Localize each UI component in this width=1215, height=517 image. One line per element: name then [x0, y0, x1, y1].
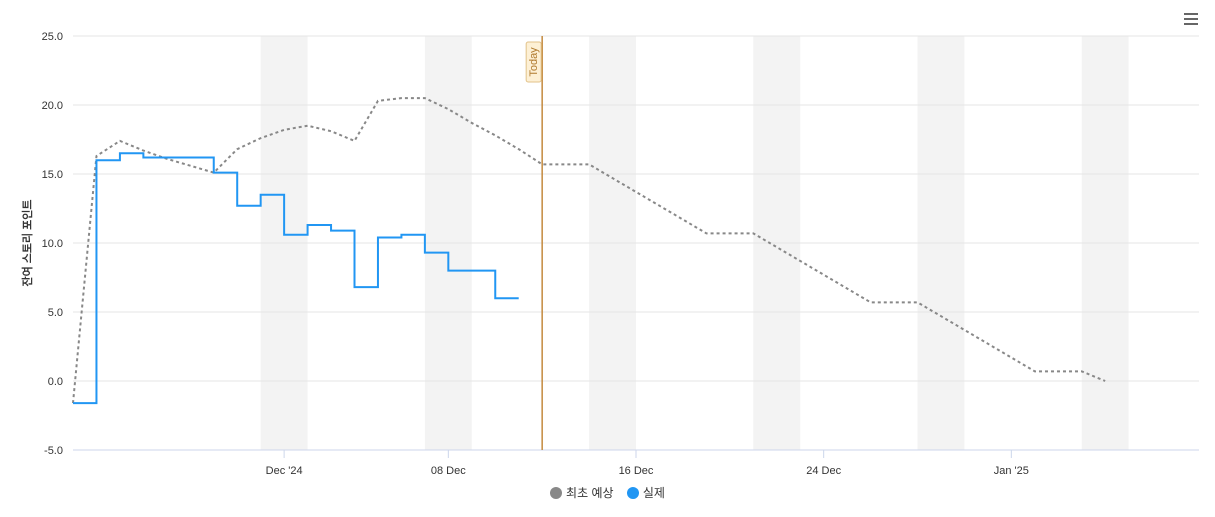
x-tick-label: 16 Dec: [619, 465, 654, 477]
legend-item-forecast[interactable]: 최초 예상: [550, 484, 614, 501]
today-marker: Today: [525, 36, 543, 450]
y-axis-title: 잔여 스토리 포인트: [20, 199, 34, 286]
y-tick-label: 10.0: [42, 238, 63, 250]
series-forecast-line: [72, 97, 1106, 404]
y-tick-label: 15.0: [42, 169, 63, 181]
legend-actual-marker: [626, 486, 639, 499]
x-tick-label: Dec '24: [266, 465, 303, 477]
series-layer: [72, 97, 1106, 405]
y-tick-label: 0.0: [48, 376, 63, 388]
x-tick-label: Jan '25: [994, 465, 1029, 477]
legend-forecast-marker: [550, 486, 563, 499]
x-tick-label: 24 Dec: [806, 465, 841, 477]
x-tick-label: 08 Dec: [431, 465, 466, 477]
y-tick-label: 25.0: [42, 31, 63, 43]
today-label-box: [525, 41, 542, 83]
legend-forecast-label: 최초 예상: [566, 486, 614, 500]
today-label: Today: [528, 47, 540, 77]
legend: 최초 예상 실제: [0, 484, 1215, 502]
series-actual-line: [73, 152, 519, 405]
y-axis: 25.0 20.0 15.0 10.0 5.0 0.0 -5.0: [42, 31, 63, 457]
y-tick-label: 5.0: [48, 307, 63, 319]
x-axis: Dec '24 08 Dec 16 Dec 24 Dec Jan '25: [73, 449, 1199, 477]
y-tick-label: 20.0: [42, 100, 63, 112]
y-tick-label: -5.0: [44, 445, 63, 457]
hamburger-menu-icon[interactable]: [1180, 10, 1202, 28]
legend-item-actual[interactable]: 실제: [626, 484, 665, 501]
legend-actual-label: 실제: [642, 486, 665, 500]
